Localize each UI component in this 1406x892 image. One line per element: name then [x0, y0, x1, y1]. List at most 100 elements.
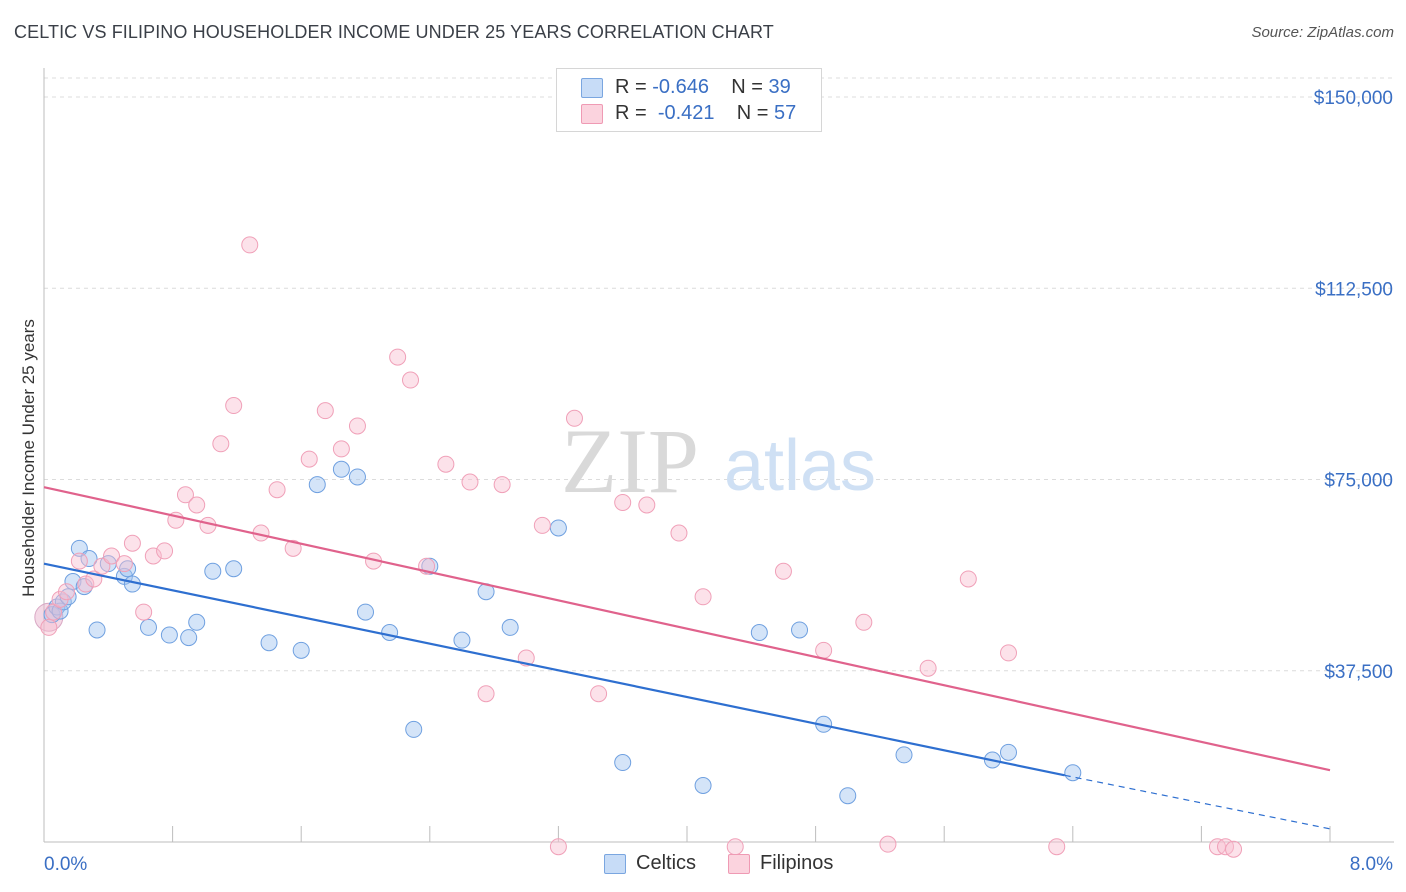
data-point: [839, 787, 857, 805]
legend-r-value: -0.646: [652, 76, 709, 98]
data-point: [750, 624, 768, 641]
bottom-legend-label-celtics: Celtics: [636, 852, 697, 874]
data-point: [160, 626, 178, 644]
x-tick-label: 8.0%: [1350, 854, 1393, 875]
data-point: [549, 838, 567, 856]
legend-n-label: N =: [731, 76, 763, 98]
data-point: [1064, 764, 1082, 782]
data-point: [40, 618, 58, 636]
data-point: [477, 685, 495, 703]
trend-line-extension: [1064, 774, 1331, 830]
legend-r-label: R =: [615, 102, 647, 124]
legend-swatch-filipinos: [581, 104, 603, 124]
data-point: [284, 539, 302, 557]
data-point: [855, 613, 873, 631]
y-tick-label: $37,500: [1324, 662, 1393, 683]
data-point: [959, 570, 977, 588]
data-point: [308, 476, 326, 494]
bottom-legend-swatch-celtics: [604, 854, 626, 874]
data-point: [88, 621, 106, 639]
data-point: [381, 624, 399, 641]
data-point: [103, 547, 121, 565]
data-point: [156, 542, 174, 560]
data-point: [1048, 838, 1066, 856]
data-point: [115, 555, 133, 573]
data-point: [188, 613, 206, 631]
data-point: [80, 550, 98, 568]
data-point: [300, 450, 318, 468]
data-point: [638, 496, 656, 514]
data-point: [348, 417, 366, 435]
y-tick-label: $112,500: [1315, 279, 1393, 300]
data-point: [614, 754, 632, 772]
y-tick-label: $75,000: [1324, 471, 1393, 492]
data-point: [51, 602, 69, 620]
data-point: [1000, 743, 1017, 761]
data-point: [316, 402, 334, 420]
data-point: [241, 236, 259, 254]
trend-lines: [43, 486, 1331, 830]
data-point: [357, 603, 374, 621]
legend-n-value: 57: [774, 102, 797, 124]
legend-r-value: -0.421: [657, 102, 715, 124]
axes: [43, 68, 1394, 843]
legend-n-value: 39: [768, 76, 791, 98]
source-credit: Source: ZipAtlas.com: [1251, 24, 1394, 41]
data-point: [58, 583, 76, 601]
legend-swatch-celtics: [581, 78, 603, 98]
data-point: [176, 486, 194, 504]
data-point: [389, 348, 407, 366]
data-point: [212, 435, 230, 453]
chart-title: CELTIC VS FILIPINO HOUSEHOLDER INCOME UN…: [14, 22, 774, 42]
data-point: [123, 534, 141, 552]
data-point: [493, 476, 511, 494]
data-point: [791, 621, 809, 639]
data-point: [144, 547, 162, 565]
data-point: [453, 631, 471, 649]
data-point: [614, 493, 632, 511]
data-point: [461, 473, 479, 491]
data-point: [139, 618, 157, 636]
data-point: [670, 524, 688, 542]
data-point: [533, 516, 551, 534]
watermark: ZIP atlas: [561, 410, 876, 512]
data-point: [815, 641, 833, 659]
trend-line: [43, 562, 1065, 777]
watermark-atlas: atlas: [724, 426, 876, 506]
data-point: [135, 603, 153, 621]
legend-r-label: R =: [615, 76, 647, 98]
y-tick-label: $150,000: [1314, 88, 1393, 109]
data-point: [1225, 840, 1243, 858]
x-tick-label: 0.0%: [44, 854, 87, 875]
data-point: [348, 468, 366, 486]
data-point: [204, 562, 222, 580]
data-point: [225, 560, 243, 578]
data-point: [260, 634, 278, 652]
data-point: [180, 629, 198, 647]
legend: R = -0.646 N = 39 R = -0.421 N = 57: [556, 68, 822, 132]
trend-line: [43, 486, 1331, 772]
grid-lines: [44, 77, 1394, 672]
data-point: [292, 641, 310, 659]
data-point: [268, 481, 286, 499]
data-point: [332, 440, 350, 458]
data-point: [590, 685, 608, 703]
bottom-legend-label-filipinos: Filipinos: [760, 852, 834, 874]
data-point: [405, 720, 423, 738]
bottom-legend-swatch-filipinos: [728, 854, 750, 874]
data-point: [402, 371, 420, 389]
data-point: [694, 777, 712, 794]
data-point: [332, 460, 350, 478]
data-point: [64, 573, 82, 590]
data-point: [437, 455, 455, 473]
data-point: [726, 838, 744, 856]
data-point: [919, 659, 937, 677]
data-point: [188, 496, 206, 514]
data-point: [774, 562, 792, 580]
data-points: [34, 236, 1243, 858]
data-point: [1000, 644, 1017, 662]
data-point: [70, 552, 88, 570]
data-point: [119, 560, 137, 578]
legend-n-label: N =: [736, 102, 769, 124]
